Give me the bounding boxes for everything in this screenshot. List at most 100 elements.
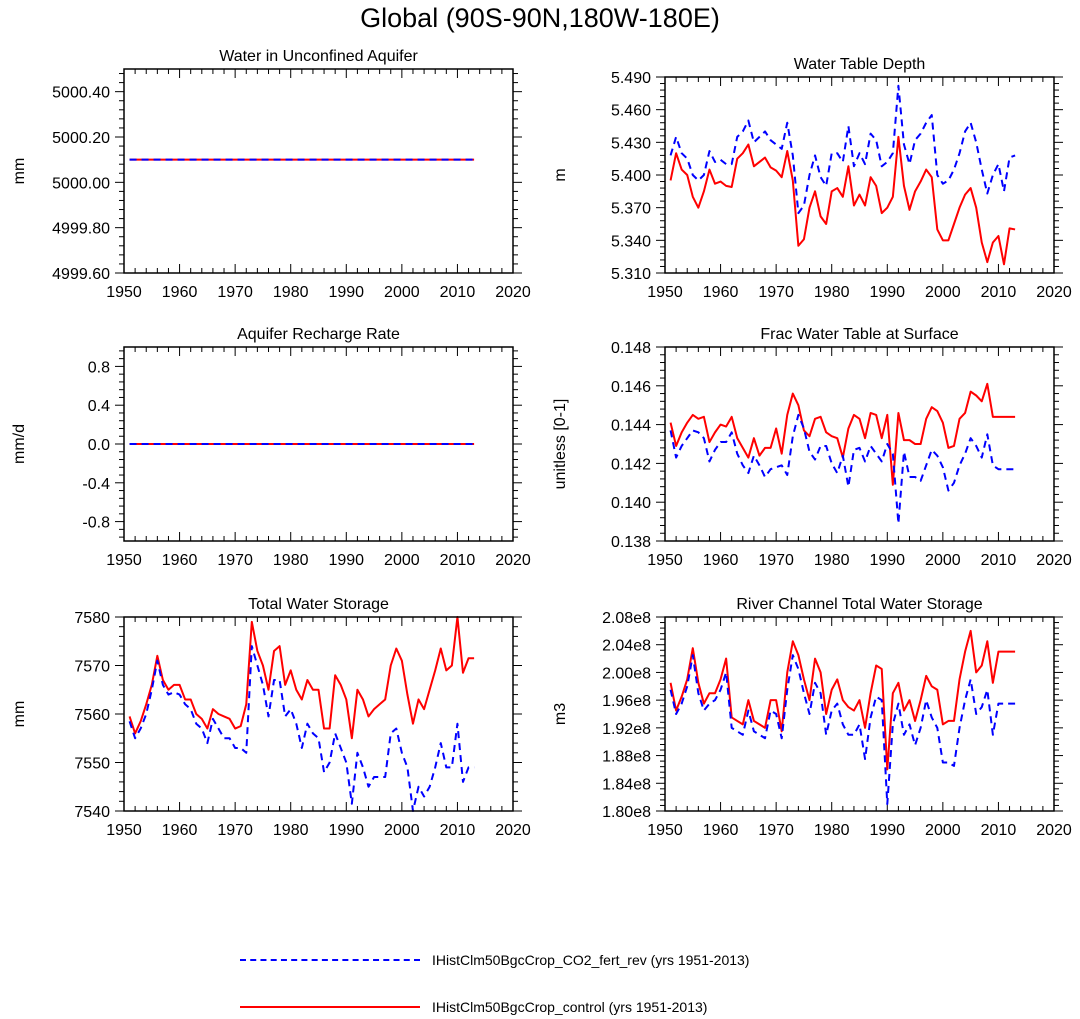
x-tick-label: 1980 [814, 284, 850, 301]
x-tick-label: 1970 [217, 552, 253, 569]
y-tick-label: 5.340 [611, 233, 651, 250]
x-tick-label: 2010 [981, 552, 1017, 569]
x-tick-label: 1960 [703, 284, 739, 301]
series-line-co2-fert-rev [669, 654, 1016, 806]
y-tick-label: -0.8 [82, 515, 110, 532]
x-tick-label: 2020 [1036, 552, 1072, 569]
y-tick-label: 0.4 [88, 398, 110, 415]
figure-title: Global (90S-90N,180W-180E) [360, 3, 720, 33]
series-line-control [669, 629, 1016, 771]
plot-frame [664, 616, 1055, 812]
x-tick-label: 1970 [758, 822, 794, 839]
panel-3: Aquifer Recharge Rate mm/d 1950 1960 1970 198… [11, 326, 531, 569]
y-tick-label: 1.88e8 [602, 749, 651, 766]
plot-frame [664, 346, 1055, 542]
y-tick-label: 1.80e8 [602, 804, 651, 821]
y-tick-label: 0.8 [88, 359, 110, 376]
x-tick-label: 1950 [647, 284, 683, 301]
x-tick-label: 1950 [106, 822, 142, 839]
series-line-co2-fert-rev [128, 645, 475, 812]
x-tick-label: 2000 [384, 552, 420, 569]
x-tick-label: 1960 [162, 284, 198, 301]
y-axis-label: mm [11, 158, 28, 185]
legend-label: IHistClm50BgcCrop_control (yrs 1951-2013… [432, 999, 708, 1015]
x-tick-label: 1970 [758, 284, 794, 301]
panel-title: Frac Water Table at Surface [760, 326, 958, 343]
x-tick-label: 2010 [981, 822, 1017, 839]
x-tick-label: 1950 [647, 552, 683, 569]
x-tick-label: 1980 [814, 822, 850, 839]
y-tick-label: 7540 [74, 804, 110, 821]
y-tick-label: 1.84e8 [602, 776, 651, 793]
legend-line-solid-red [240, 1006, 420, 1008]
plot-frame [123, 346, 514, 542]
x-tick-label: 2010 [981, 284, 1017, 301]
x-tick-label: 2010 [440, 284, 476, 301]
plot-frame [664, 76, 1055, 274]
x-tick-label: 2000 [384, 284, 420, 301]
panel-5: Total Water Storage mm 1950 1960 1970 1980 199… [11, 596, 531, 839]
panel-4: Frac Water Table at Surface unitless [0-1… [552, 326, 1072, 569]
x-tick-label: 2010 [440, 552, 476, 569]
y-tick-label: 0.140 [611, 495, 651, 512]
x-tick-label: 1960 [703, 822, 739, 839]
y-tick-label: 5.460 [611, 103, 651, 120]
y-tick-label: 5.400 [611, 168, 651, 185]
y-tick-label: 7550 [74, 756, 110, 773]
legend-item-control: IHistClm50BgcCrop_control (yrs 1951-2013… [240, 995, 707, 1019]
y-tick-label: 5.370 [611, 201, 651, 218]
y-tick-label: -0.4 [82, 476, 110, 493]
y-tick-label: 4999.60 [52, 266, 110, 283]
x-tick-label: 1980 [273, 822, 309, 839]
y-tick-label: 2.04e8 [602, 638, 651, 655]
y-tick-label: 0.0 [88, 437, 110, 454]
x-tick-label: 2020 [495, 822, 531, 839]
y-tick-label: 0.144 [611, 418, 651, 435]
x-tick-label: 2010 [440, 822, 476, 839]
x-tick-label: 2000 [925, 552, 961, 569]
x-tick-label: 2000 [925, 822, 961, 839]
y-tick-label: 5000.20 [52, 130, 110, 147]
legend-label: IHistClm50BgcCrop_CO2_fert_rev (yrs 1951… [432, 952, 750, 968]
x-tick-label: 1970 [217, 284, 253, 301]
panel-title: Water in Unconfined Aquifer [219, 48, 418, 65]
y-axis-label: mm [11, 701, 28, 728]
y-tick-label: 7580 [74, 610, 110, 627]
y-axis-label: m [552, 168, 569, 181]
x-tick-label: 1980 [273, 552, 309, 569]
x-tick-label: 2020 [495, 552, 531, 569]
y-axis-label: mm/d [11, 424, 28, 464]
y-tick-label: 5000.40 [52, 85, 110, 102]
x-tick-label: 1980 [273, 284, 309, 301]
x-tick-label: 1950 [647, 822, 683, 839]
plot-frame [123, 616, 514, 812]
x-tick-label: 2020 [495, 284, 531, 301]
y-tick-label: 7560 [74, 707, 110, 724]
series-line-control [669, 135, 1016, 266]
x-tick-label: 2000 [925, 284, 961, 301]
legend-line-dashed-blue [240, 959, 420, 961]
panel-title: Total Water Storage [248, 596, 389, 613]
x-tick-label: 1950 [106, 552, 142, 569]
y-tick-label: 0.142 [611, 456, 651, 473]
series-line-control [669, 382, 1016, 486]
legend-item-co2-fert-rev: IHistClm50BgcCrop_CO2_fert_rev (yrs 1951… [240, 948, 749, 972]
panel-2: Water Table Depth m 1950 1960 1970 1980 1990 20… [552, 56, 1072, 301]
y-tick-label: 5.430 [611, 135, 651, 152]
panel-title: River Channel Total Water Storage [736, 596, 982, 613]
series-line-control [128, 616, 475, 740]
y-tick-label: 7570 [74, 659, 110, 676]
y-tick-label: 2.08e8 [602, 610, 651, 627]
y-axis-label: m3 [552, 703, 569, 725]
x-tick-label: 1990 [328, 552, 364, 569]
y-tick-label: 5.490 [611, 70, 651, 87]
x-tick-label: 1970 [758, 552, 794, 569]
x-tick-label: 1960 [162, 552, 198, 569]
panel-1: Water in Unconfined Aquifer mm 1950 1960 197… [11, 48, 531, 301]
x-tick-label: 1990 [869, 552, 905, 569]
y-tick-label: 4999.80 [52, 221, 110, 238]
x-tick-label: 1990 [869, 822, 905, 839]
y-tick-label: 5000.00 [52, 175, 110, 192]
